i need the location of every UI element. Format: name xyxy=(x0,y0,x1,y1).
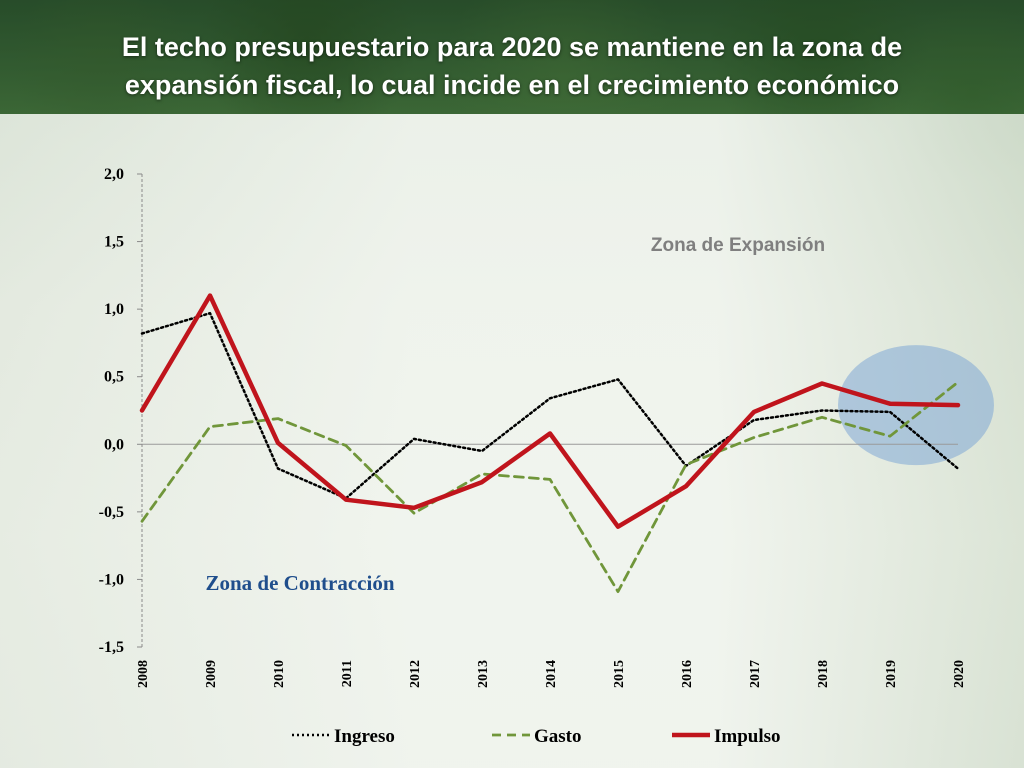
zone-expansion-label: Zona de Expansión xyxy=(651,235,825,256)
legend-label-impulso: Impulso xyxy=(714,726,781,747)
x-tick-label: 2012 xyxy=(408,660,423,688)
y-tick-label: -1,0 xyxy=(99,571,124,588)
legend-label-ingreso: Ingreso xyxy=(334,726,395,747)
x-tick-label: 2018 xyxy=(816,660,831,688)
y-tick-label: 2,0 xyxy=(104,166,124,183)
x-tick-label: 2019 xyxy=(884,660,899,688)
title-line-1: El techo presupuestario para 2020 se man… xyxy=(121,32,903,62)
y-tick-label: -0,5 xyxy=(99,504,124,521)
header-band xyxy=(0,0,1024,114)
chart-panel xyxy=(0,114,1024,768)
series-line-impulso xyxy=(139,293,961,529)
x-tick-labels: 2008 2009 2010 2011 2012 2013 2014 2015 2016 2017… xyxy=(136,660,967,688)
x-tick-label: 2013 xyxy=(476,660,491,688)
slide-title: El techo presupuestario para 2020 se man… xyxy=(20,28,1004,104)
zone-contraction-label: Zona de Contracción xyxy=(206,571,395,595)
series-line-gasto xyxy=(140,380,960,593)
x-tick-label: 2016 xyxy=(680,660,695,688)
x-tick-label: 2015 xyxy=(612,660,627,688)
x-tick-label: 2011 xyxy=(340,660,355,687)
title-line-2: expansión fiscal, lo cual incide en el c… xyxy=(124,70,900,100)
legend-label-gasto: Gasto xyxy=(534,726,582,747)
series-line-ingreso xyxy=(140,311,960,500)
y-tick-labels: 2,0 1,5 1,0 0,5 0,0 -0,5 -1,0 -1,5 xyxy=(99,166,124,656)
y-tick-label: 1,5 xyxy=(104,234,124,251)
x-tick-label: 2008 xyxy=(136,660,151,688)
y-tick-label: 1,0 xyxy=(104,301,124,318)
x-tick-label: 2020 xyxy=(952,660,967,688)
x-tick-label: 2010 xyxy=(272,660,287,688)
legend: Ingreso Gasto Impulso xyxy=(292,726,781,747)
x-tick-label: 2014 xyxy=(544,660,559,688)
y-tick-label: -1,5 xyxy=(99,639,124,656)
y-tick-label: 0,0 xyxy=(104,436,124,453)
series-layer xyxy=(139,293,961,593)
x-tick-label: 2009 xyxy=(204,660,219,688)
y-tick-label: 0,5 xyxy=(104,369,124,386)
x-tick-label: 2017 xyxy=(748,660,763,688)
